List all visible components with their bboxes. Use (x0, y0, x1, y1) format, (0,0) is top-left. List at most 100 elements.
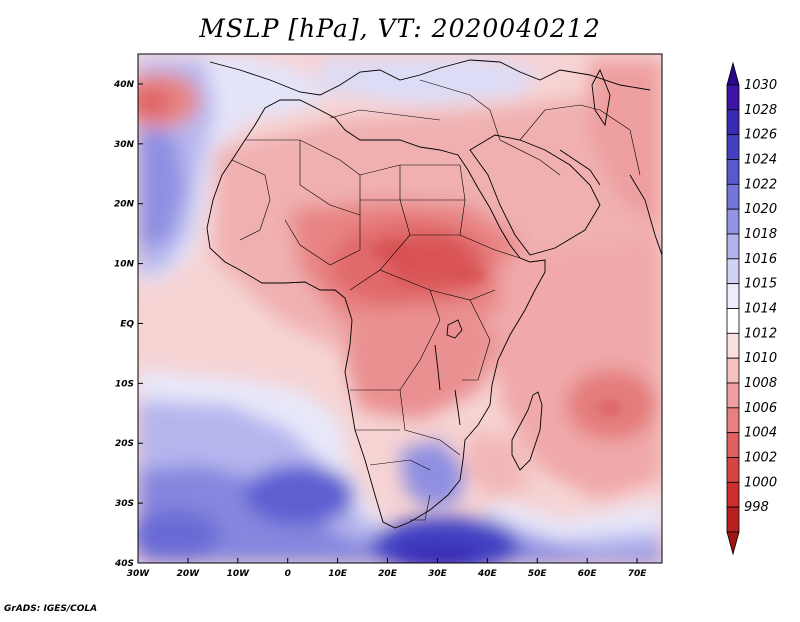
europe-coastline (209, 59, 651, 96)
border-20 (329, 109, 441, 121)
colorbar-label: 1014 (744, 302, 777, 317)
colorbar-label: 1012 (744, 326, 777, 341)
colorbar-swatch-3 (726, 159, 740, 185)
lat-tick-label: 20N (114, 200, 135, 210)
colorbar-label: 1004 (744, 426, 777, 441)
lon-tick-label: 0 (285, 569, 291, 579)
colorbar-label: 1006 (744, 401, 777, 416)
lat-tick-label: 30S (115, 499, 134, 509)
colorbar-swatch-17 (726, 506, 740, 533)
country-borders (231, 79, 641, 521)
border-15 (231, 159, 271, 241)
lake-victoria (446, 319, 463, 339)
border-5 (399, 199, 466, 236)
colorbar-label: 1010 (744, 351, 777, 366)
colorbar-swatch-2 (726, 134, 740, 160)
india-coastline (629, 174, 662, 256)
lat-tick-label: 40N (113, 80, 135, 90)
field-south-africa-interior (400, 440, 465, 510)
lon-tick-label: 40E (477, 569, 498, 579)
arabia-coastline (469, 134, 601, 256)
border-9 (379, 269, 496, 301)
border-1 (245, 139, 361, 200)
field-central-asia (590, 60, 662, 230)
latitude-axis: 40N 30N 20N 10N EQ 10S 20S 30S 40S (113, 80, 143, 569)
colorbar-label: 1028 (744, 103, 777, 118)
border-4 (400, 164, 466, 201)
coastlines (206, 59, 662, 529)
colorbar-swatch-12 (726, 382, 740, 409)
colorbar-label: 1024 (744, 153, 777, 168)
longitude-axis: 30W 20W 10W 0 10E 20E 30E 40E 50E 60E 70E (127, 558, 647, 579)
credit-label: GrADS: IGES/COLA (4, 604, 98, 614)
colorbar-swatch-5 (726, 208, 740, 235)
africa-coastline (206, 99, 546, 529)
field-speckle-3 (598, 400, 622, 416)
colorbar-swatch-1 (726, 109, 740, 136)
field-south-atlantic-high (245, 465, 355, 525)
border-11 (462, 299, 491, 381)
field-mediterranean (320, 58, 540, 105)
colorbar-label: 1026 (744, 128, 777, 143)
lat-tick-label: 20S (115, 439, 134, 449)
border-3 (359, 164, 401, 201)
colorbar-label: 1018 (744, 227, 777, 242)
border-12 (399, 389, 461, 456)
field-high-core (393, 543, 483, 563)
border-2 (299, 140, 361, 216)
lon-tick-label: 70E (628, 569, 648, 579)
colorbar-swatch-10 (726, 332, 740, 359)
colorbar-swatch-13 (726, 407, 740, 434)
lon-tick-label: 20E (378, 569, 398, 579)
field-speckle-2 (455, 266, 485, 284)
lat-tick-label: 10S (115, 379, 134, 389)
madagascar-coastline (511, 391, 543, 471)
lon-tick-label: 30E (428, 569, 448, 579)
colorbar-swatch-8 (726, 283, 740, 309)
colorbar-swatch-11 (726, 357, 740, 384)
border-16 (499, 139, 561, 176)
colorbar-label: 1015 (744, 277, 777, 292)
lon-tick-label: 30W (127, 569, 151, 579)
colorbar-swatch-16 (726, 481, 740, 508)
border-18 (599, 109, 641, 176)
colorbar-label: 1008 (744, 376, 777, 391)
field-azores-low-core (138, 88, 172, 116)
lon-tick-label: 60E (578, 569, 598, 579)
lon-tick-label: 10W (227, 569, 251, 579)
lake-malawi (454, 389, 461, 426)
colorbar-label: 1030 (744, 78, 777, 93)
lake-tanganyika (434, 344, 441, 391)
colorbar-label: 1000 (744, 475, 777, 490)
colorbar-bottom-arrow (726, 531, 740, 556)
persian-gulf-coastline (559, 149, 601, 186)
lat-tick-label: 40S (114, 559, 134, 569)
lat-tick-label: 30N (114, 140, 135, 150)
lat-tick-label: 10N (114, 260, 135, 270)
field-southwest-blue (138, 510, 220, 560)
colorbar-swatch-4 (726, 183, 740, 210)
border-8 (459, 234, 521, 259)
field-speckle-1 (370, 240, 410, 260)
border-10 (350, 289, 441, 391)
colorbar-label: 1016 (744, 252, 777, 267)
colorbar-top-arrow (726, 61, 740, 86)
lat-tick-label: EQ (120, 319, 134, 329)
colorbar-swatch-6 (726, 233, 740, 260)
lon-tick-label: 20W (177, 569, 201, 579)
border-17 (519, 104, 601, 141)
border-19 (419, 79, 501, 141)
field-mozambique-channel (465, 430, 530, 500)
colorbar: 1030 1028 1026 1024 1022 1020 1018 1016 1015 1014… (726, 61, 777, 556)
lon-tick-label: 10E (328, 569, 348, 579)
colorbar-swatch-7 (726, 258, 740, 285)
field-north-atlantic-high (138, 125, 185, 250)
plot-frame (137, 53, 663, 564)
colorbar-label: 1020 (744, 202, 777, 217)
border-14 (369, 459, 431, 471)
map-title: MSLP [hPa], VT: 2020040212 (199, 14, 601, 43)
colorbar-swatch-14 (726, 432, 740, 458)
mslp-field (138, 54, 662, 563)
